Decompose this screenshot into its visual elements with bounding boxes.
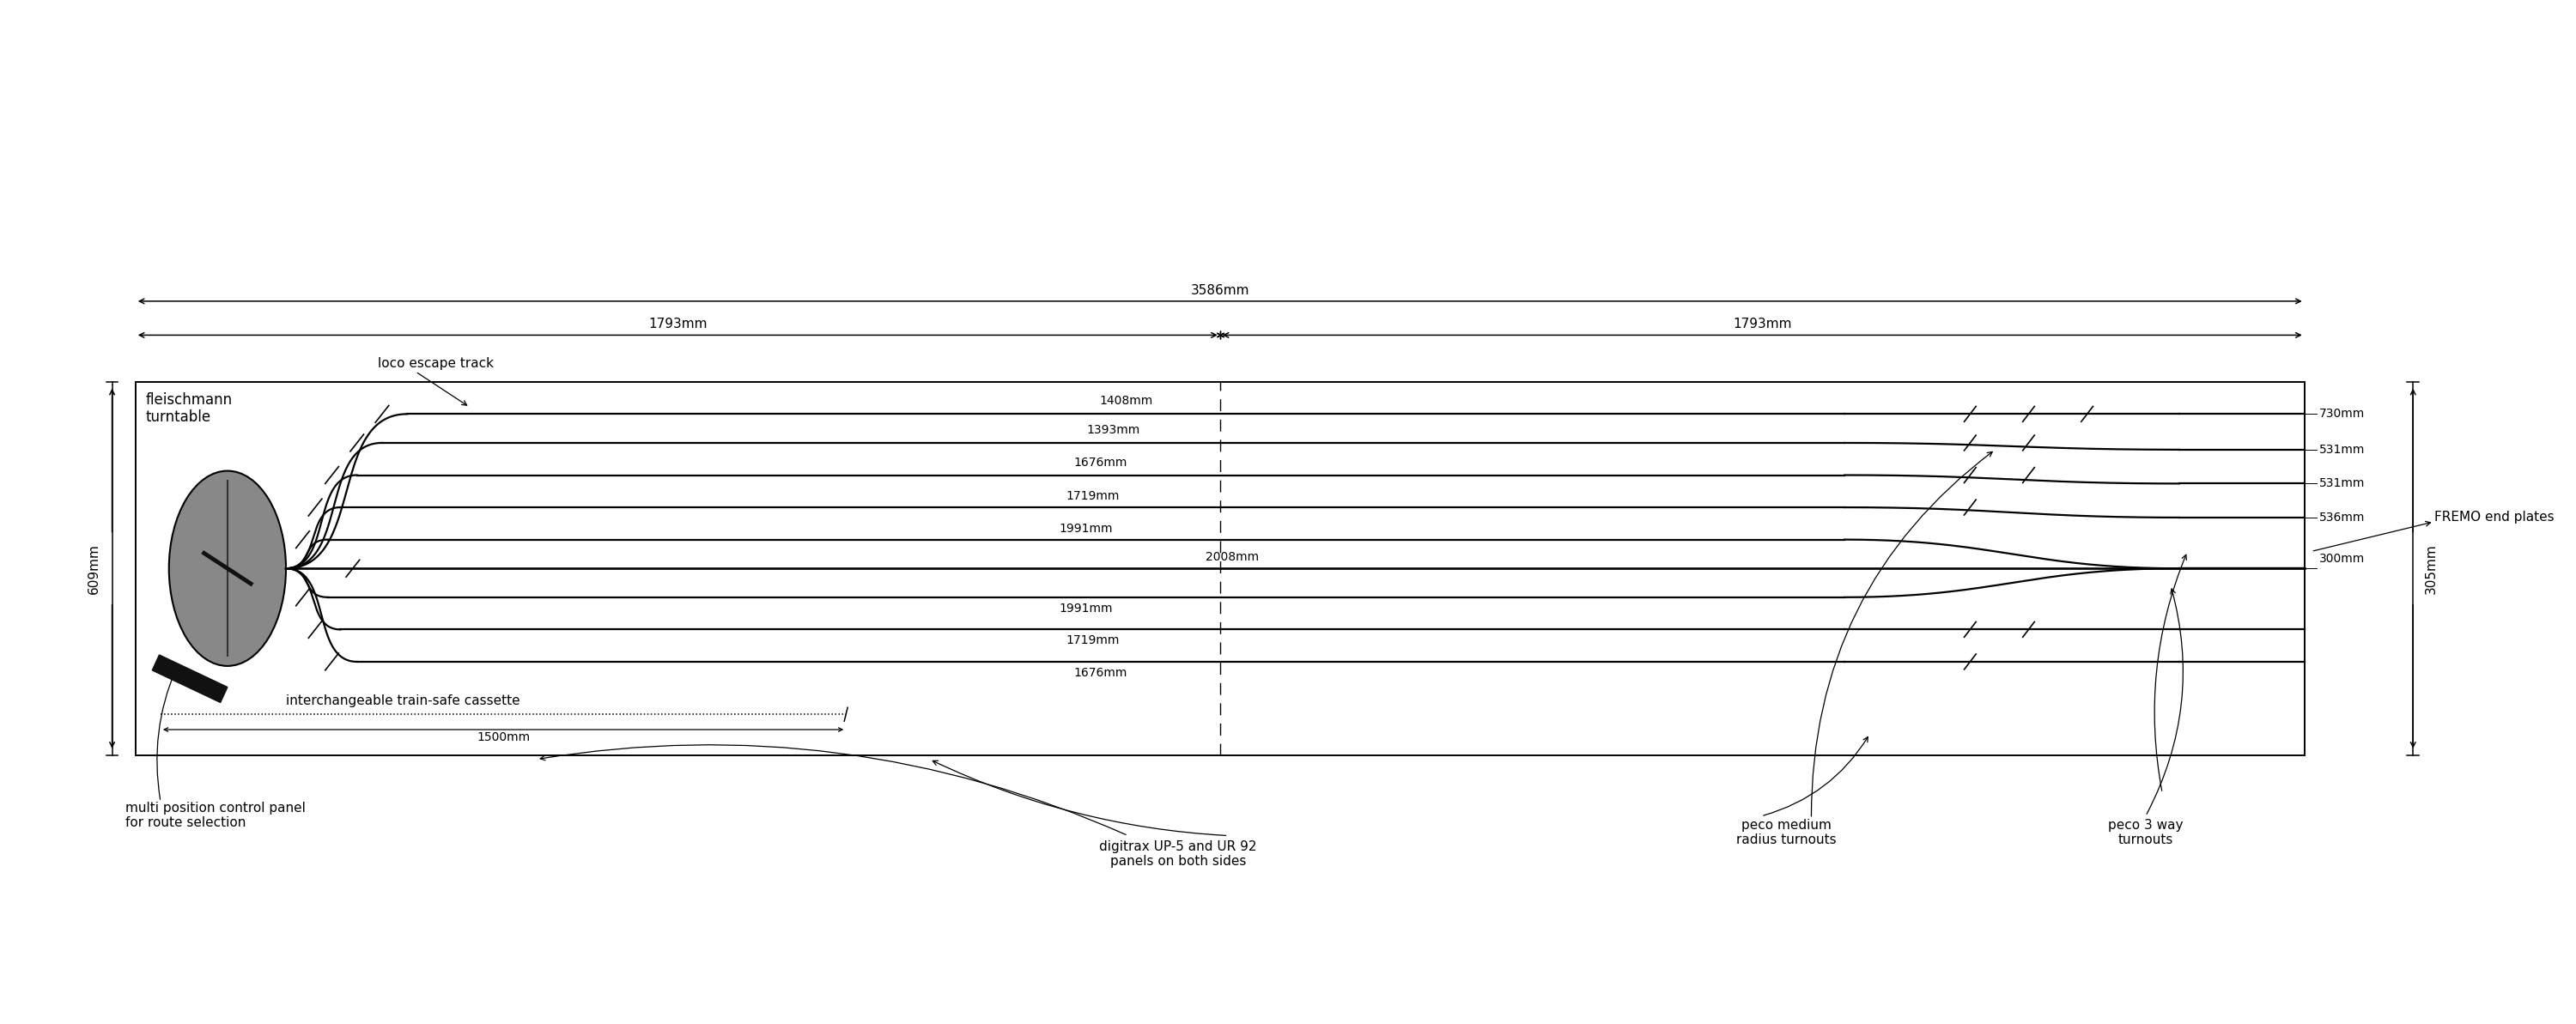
Text: 1719mm: 1719mm xyxy=(1066,490,1121,502)
Text: loco escape track: loco escape track xyxy=(379,357,495,370)
Text: 1991mm: 1991mm xyxy=(1059,522,1113,535)
Text: 305mm: 305mm xyxy=(2424,543,2437,594)
Text: 609mm: 609mm xyxy=(88,543,100,594)
Text: 1676mm: 1676mm xyxy=(1074,667,1128,679)
Text: 536mm: 536mm xyxy=(2318,512,2365,523)
Text: 1793mm: 1793mm xyxy=(649,318,708,331)
Text: peco medium
radius turnouts: peco medium radius turnouts xyxy=(1736,818,1837,847)
Text: multi position control panel
for route selection: multi position control panel for route s… xyxy=(126,802,307,829)
Text: 3586mm: 3586mm xyxy=(1190,284,1249,297)
Bar xyxy=(137,382,2306,755)
Text: 531mm: 531mm xyxy=(2318,443,2365,456)
Text: 1793mm: 1793mm xyxy=(1734,318,1790,331)
Text: digitrax UP-5 and UR 92
panels on both sides: digitrax UP-5 and UR 92 panels on both s… xyxy=(1100,840,1257,867)
Text: 1408mm: 1408mm xyxy=(1100,395,1151,408)
Text: 1991mm: 1991mm xyxy=(1059,602,1113,614)
Text: 2008mm: 2008mm xyxy=(1206,551,1260,563)
Text: peco 3 way
turnouts: peco 3 way turnouts xyxy=(2107,818,2184,847)
Text: FREMO end plates: FREMO end plates xyxy=(2434,511,2553,524)
Text: 1393mm: 1393mm xyxy=(1087,424,1141,436)
Text: 300mm: 300mm xyxy=(2318,553,2365,565)
Text: 730mm: 730mm xyxy=(2318,408,2365,420)
Text: fleischmann
turntable: fleischmann turntable xyxy=(144,392,232,425)
Text: interchangeable train-safe cassette: interchangeable train-safe cassette xyxy=(286,694,520,708)
Text: 1676mm: 1676mm xyxy=(1074,457,1128,468)
Polygon shape xyxy=(152,655,227,702)
Text: 531mm: 531mm xyxy=(2318,477,2365,489)
Text: 1500mm: 1500mm xyxy=(477,731,531,743)
Ellipse shape xyxy=(170,471,286,666)
Text: 1719mm: 1719mm xyxy=(1066,635,1121,646)
